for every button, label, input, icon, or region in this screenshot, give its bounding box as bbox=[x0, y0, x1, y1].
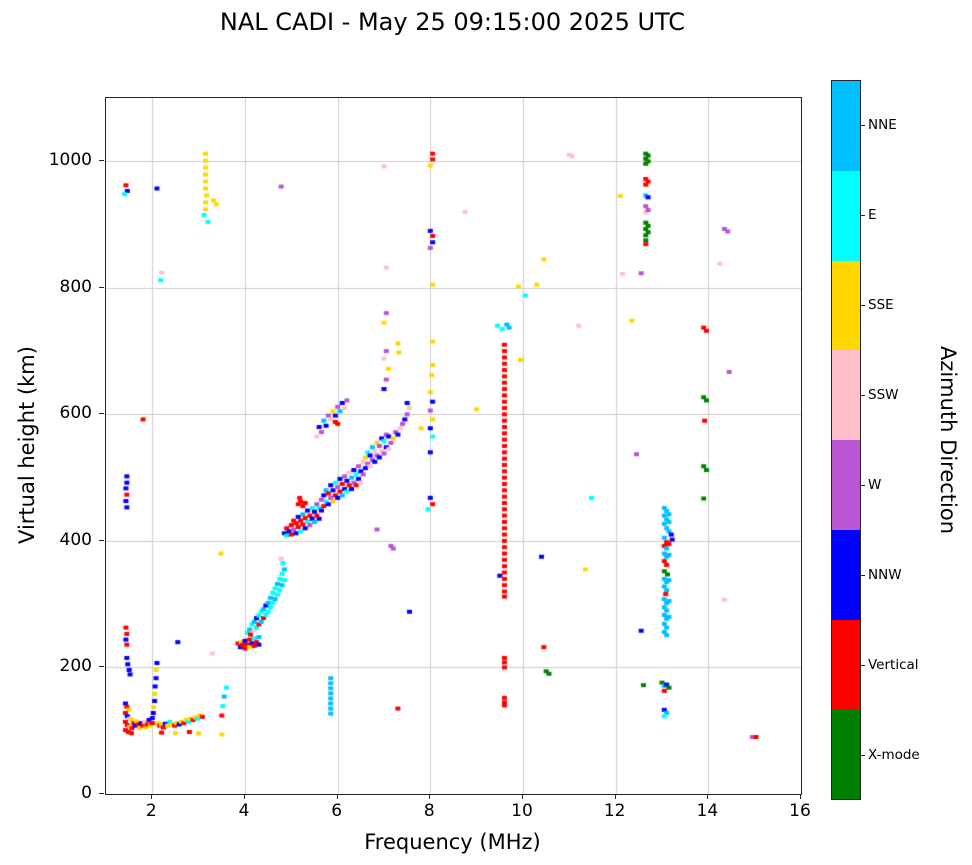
y-tick-label: 400 bbox=[59, 529, 92, 550]
x-tick-label: 2 bbox=[145, 801, 157, 821]
colorbar-label-nne: NNE bbox=[868, 117, 897, 133]
colorbar-tick bbox=[861, 575, 865, 576]
x-tick-mark bbox=[429, 794, 431, 799]
colorbar bbox=[831, 80, 861, 800]
x-tick-label: 8 bbox=[423, 801, 435, 821]
colorbar-segment-sse bbox=[832, 260, 860, 351]
colorbar-label-w: W bbox=[868, 477, 882, 493]
colorbar-segment-nnw bbox=[832, 529, 860, 620]
y-tick-label: 0 bbox=[81, 783, 92, 803]
colorbar-tick bbox=[861, 755, 865, 756]
colorbar-label-nnw: NNW bbox=[868, 567, 902, 583]
colorbar-segment-vertical bbox=[832, 619, 860, 710]
colorbar-segment-w bbox=[832, 440, 860, 530]
y-tick-mark bbox=[99, 793, 104, 794]
colorbar-label-sse: SSE bbox=[868, 297, 894, 313]
y-tick-label: 200 bbox=[59, 656, 92, 677]
colorbar-label-x-mode: X-mode bbox=[868, 747, 920, 763]
y-tick-mark bbox=[99, 286, 104, 288]
x-tick-mark bbox=[800, 794, 801, 799]
plot-area bbox=[105, 97, 802, 795]
x-tick-mark bbox=[614, 794, 616, 799]
chart-title: NAL CADI - May 25 09:15:00 2025 UTC bbox=[219, 8, 686, 36]
colorbar-segment-e bbox=[832, 170, 860, 261]
y-tick-mark bbox=[99, 539, 104, 541]
x-tick-label: 6 bbox=[331, 801, 343, 821]
x-tick-label: 10 bbox=[511, 801, 533, 821]
x-tick-mark bbox=[522, 794, 523, 799]
x-tick-mark bbox=[707, 794, 709, 799]
y-axis-label: Virtual height (km) bbox=[15, 346, 39, 544]
colorbar-tick bbox=[861, 485, 865, 486]
colorbar-title: Azimuth Direction bbox=[936, 345, 960, 535]
y-tick-label: 800 bbox=[59, 276, 92, 297]
x-tick-label: 14 bbox=[696, 801, 719, 821]
colorbar-tick bbox=[861, 215, 865, 216]
colorbar-segment-x-mode bbox=[832, 709, 860, 799]
x-tick-mark bbox=[151, 794, 153, 799]
colorbar-label-ssw: SSW bbox=[868, 387, 899, 403]
x-tick-label: 12 bbox=[603, 801, 626, 821]
colorbar-segment-nne bbox=[832, 81, 860, 171]
x-tick-mark bbox=[336, 794, 338, 799]
x-tick-mark bbox=[244, 794, 245, 799]
y-tick-label: 1000 bbox=[48, 150, 92, 171]
y-tick-mark bbox=[99, 413, 104, 415]
colorbar-label-vertical: Vertical bbox=[868, 657, 919, 673]
y-tick-mark bbox=[99, 160, 104, 162]
x-axis-label: Frequency (MHz) bbox=[364, 830, 541, 854]
colorbar-tick bbox=[861, 305, 865, 306]
colorbar-tick bbox=[861, 665, 865, 666]
x-tick-label: 4 bbox=[238, 801, 250, 821]
x-tick-label: 16 bbox=[789, 801, 811, 821]
colorbar-segment-ssw bbox=[832, 350, 860, 440]
y-tick-label: 600 bbox=[59, 403, 92, 424]
colorbar-tick bbox=[861, 125, 865, 126]
colorbar-label-e: E bbox=[868, 207, 877, 223]
y-tick-mark bbox=[99, 666, 104, 668]
colorbar-tick bbox=[861, 395, 865, 396]
scatter-canvas bbox=[106, 98, 801, 794]
